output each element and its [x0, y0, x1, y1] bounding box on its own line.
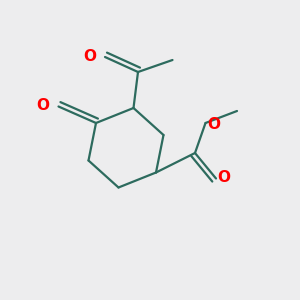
Text: O: O — [207, 117, 220, 132]
Text: O: O — [83, 49, 96, 64]
Text: O: O — [218, 169, 230, 184]
Text: O: O — [36, 98, 49, 113]
